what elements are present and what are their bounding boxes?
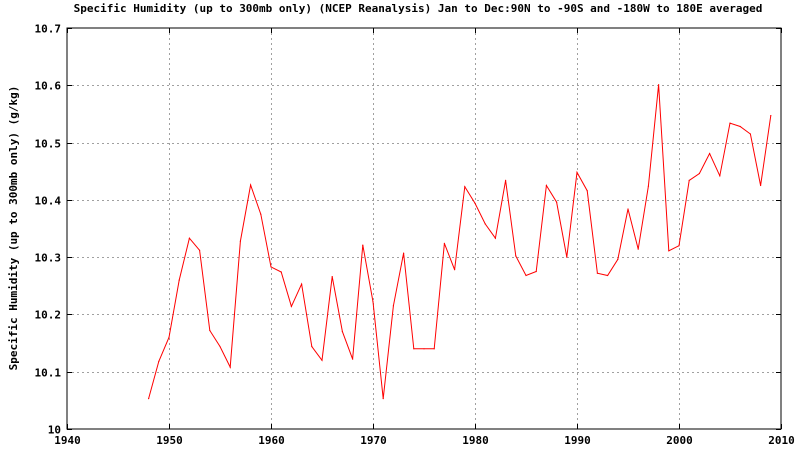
x-tick-label: 2000 — [666, 434, 693, 447]
data-point — [525, 274, 527, 277]
data-point — [505, 179, 507, 181]
data-point — [311, 345, 313, 348]
data-point — [637, 248, 639, 250]
data-point — [770, 115, 772, 117]
data-point — [464, 186, 466, 188]
data-point — [749, 133, 752, 135]
data-point — [392, 305, 394, 307]
y-tick-label: 10.4 — [35, 195, 62, 208]
chart-title: Specific Humidity (up to 300mb only) (NC… — [74, 2, 763, 15]
data-point — [596, 272, 599, 274]
data-point — [454, 269, 456, 271]
data-point — [403, 252, 405, 254]
data-point — [321, 359, 323, 361]
x-tick-label: 2010 — [768, 434, 795, 447]
data-point — [607, 274, 609, 277]
data-point — [474, 202, 476, 204]
data-point — [484, 223, 486, 225]
x-tick-label: 1960 — [258, 434, 285, 447]
axis-ticks: 1940 1950 1960 1970 1980 1990 2000 2010 10 10.1 10… — [35, 23, 795, 448]
x-tick-label: 1990 — [564, 434, 591, 447]
data-point — [382, 398, 384, 400]
y-tick-label: 10.2 — [35, 309, 62, 322]
data-point — [443, 242, 445, 244]
data-point — [229, 366, 231, 368]
y-tick-label: 10.6 — [35, 80, 62, 93]
data-point — [658, 84, 660, 86]
data-point — [219, 345, 221, 348]
data-point — [668, 250, 670, 252]
y-tick-label: 10.7 — [35, 23, 62, 36]
data-point — [372, 301, 374, 303]
data-point — [545, 184, 548, 187]
data-point — [617, 258, 619, 260]
data-point — [188, 237, 190, 239]
x-tick-label: 1950 — [156, 434, 183, 447]
data-point — [423, 348, 425, 350]
data-point — [627, 208, 629, 210]
data-point — [709, 152, 711, 155]
x-tick-label: 1970 — [360, 434, 387, 447]
data-point — [168, 336, 170, 338]
y-tick-label: 10.1 — [35, 367, 62, 380]
data-point — [576, 171, 578, 173]
data-point — [739, 125, 741, 128]
data-point — [566, 256, 568, 258]
data-point — [535, 270, 537, 273]
data-point — [688, 179, 690, 181]
data-point — [698, 172, 701, 175]
data-point — [209, 329, 211, 332]
data-point — [158, 360, 160, 362]
data-point — [433, 348, 435, 350]
data-point — [331, 276, 333, 278]
data-point — [280, 271, 282, 273]
data-point — [239, 240, 241, 242]
x-tick-label: 1980 — [462, 434, 489, 447]
data-point — [515, 255, 517, 257]
data-point — [556, 201, 558, 203]
data-point — [199, 249, 201, 251]
series-layer — [148, 84, 772, 400]
data-point — [362, 244, 364, 246]
data-point — [270, 266, 272, 268]
data-point — [148, 398, 150, 400]
data-point — [586, 190, 588, 192]
data-point — [301, 283, 303, 285]
y-tick-label: 10 — [48, 424, 61, 437]
y-tick-label: 10.3 — [35, 252, 62, 265]
y-tick-label: 10.5 — [35, 138, 62, 151]
y-axis-label: Specific Humidity (up to 300mb only) (g/… — [7, 86, 20, 371]
data-point — [729, 122, 731, 124]
plot-frame — [66, 27, 782, 430]
data-point — [352, 358, 354, 360]
x-tick-label: 1940 — [54, 434, 81, 447]
data-point — [413, 348, 415, 350]
data-point — [678, 245, 680, 247]
data-point — [341, 331, 343, 333]
humidity-series-line — [148, 84, 772, 399]
data-point — [719, 175, 721, 177]
data-point — [250, 184, 252, 186]
data-point — [647, 185, 650, 187]
data-point — [494, 237, 496, 239]
data-point — [178, 279, 180, 281]
data-point — [760, 184, 762, 187]
gridlines — [67, 28, 781, 429]
data-point — [260, 213, 262, 215]
data-point — [290, 305, 292, 307]
